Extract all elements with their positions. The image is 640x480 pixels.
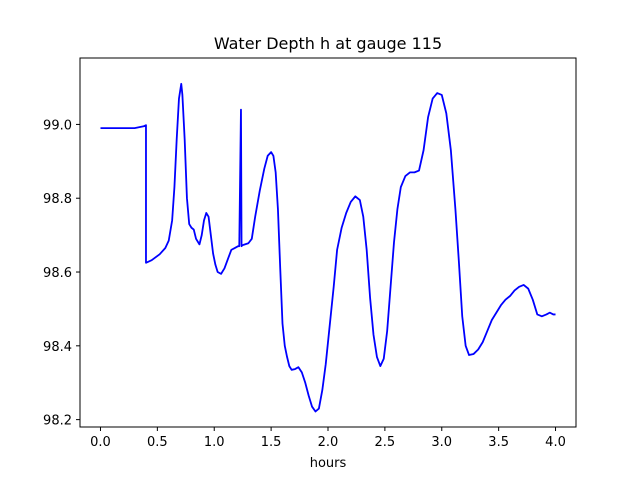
plot-frame — [79, 57, 577, 428]
x-tick-label: 3.5 — [488, 435, 509, 450]
y-tick-label: 98.2 — [43, 414, 72, 429]
y-tick-label: 98.6 — [43, 266, 72, 281]
chart-title: Water Depth h at gauge 115 — [214, 34, 442, 53]
series-line-water-depth — [100, 82, 556, 413]
x-axis: 0.0 0.5 1.0 1.5 2.0 2.5 3.0 3.5 4.0 — [90, 427, 566, 450]
x-tick-label: 4.0 — [545, 435, 566, 450]
x-tick-label: 1.5 — [261, 435, 282, 450]
x-tick-label: 1.0 — [204, 435, 225, 450]
x-tick-label: 2.5 — [375, 435, 396, 450]
y-tick-label: 99.0 — [43, 118, 72, 133]
x-axis-title: hours — [310, 456, 347, 471]
y-tick-label: 98.4 — [43, 340, 72, 355]
plot-area — [79, 57, 577, 428]
x-tick-label: 2.0 — [318, 435, 339, 450]
y-tick-label: 98.8 — [43, 192, 72, 207]
x-tick-label: 3.0 — [431, 435, 452, 450]
y-axis: 98.2 98.4 98.6 98.8 99.0 — [43, 118, 80, 429]
x-tick-label: 0.5 — [147, 435, 168, 450]
x-tick-label: 0.0 — [90, 435, 111, 450]
